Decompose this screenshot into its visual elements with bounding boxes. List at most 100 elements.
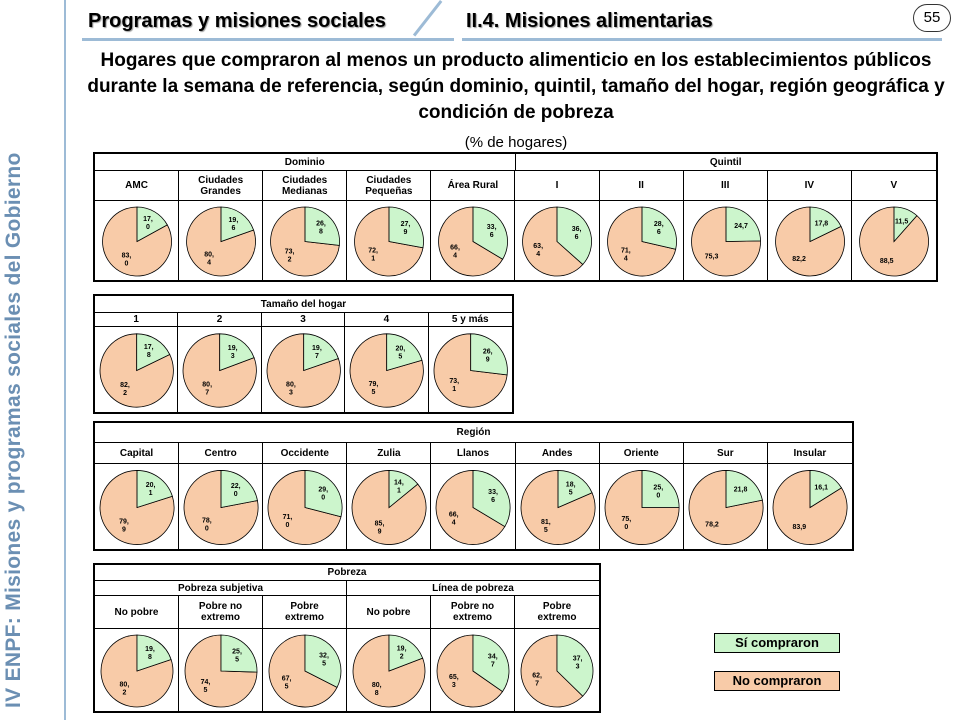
pie-slice-si-compraron — [220, 634, 258, 673]
data-label-no-compraron: 83, 0 — [122, 252, 132, 267]
data-label-si-compraron: 24,7 — [734, 223, 748, 230]
category-label: Centro — [179, 443, 264, 463]
data-label-no-compraron: 78, 0 — [202, 518, 212, 533]
group-header: Pobreza subjetiva — [95, 581, 347, 595]
pie-cell: 37, 3 62, 7 — [515, 629, 599, 711]
pie-cell: 29, 0 71, 0 — [263, 464, 348, 549]
pie-cell: 26, 9 73, 1 — [429, 327, 512, 412]
pie-chart: 32, 5 67, 5 — [268, 634, 342, 708]
pie-slice-no-compraron — [606, 206, 676, 277]
data-label-si-compraron: 17,8 — [814, 220, 828, 227]
pie-cell: 19, 8 80, 2 — [95, 629, 179, 711]
data-label-si-compraron: 37, 3 — [573, 655, 583, 670]
pie-chart: 36, 6 63, 4 — [522, 206, 593, 277]
header-underline-left — [82, 38, 454, 41]
pie-cell: 34, 7 65, 3 — [431, 629, 515, 711]
pie-chart: 33, 6 66, 4 — [436, 470, 511, 545]
pie-chart: 26, 8 73, 2 — [270, 206, 341, 277]
pie-slice-si-compraron — [304, 470, 343, 518]
data-label-si-compraron: 21,8 — [734, 487, 748, 494]
pie-cell: 27, 9 72, 1 — [347, 201, 432, 280]
chart-title: Hogares que compraron al menos un produc… — [87, 50, 945, 123]
data-label-si-compraron: 26, 9 — [482, 348, 492, 363]
data-label-si-compraron: 36, 6 — [572, 226, 582, 241]
group-header: Quintil — [709, 156, 742, 168]
category-label: 5 y más — [451, 314, 489, 325]
data-label-no-compraron: 66, 4 — [451, 245, 461, 260]
pie-chart: 16,1 83,9 — [772, 470, 848, 545]
pie-cell: 33, 6 66, 4 — [431, 464, 516, 549]
pie-slice-si-compraron — [136, 333, 171, 372]
data-label-no-compraron: 80, 7 — [203, 382, 213, 397]
pie-chart: 11,5 88,5 — [859, 206, 929, 277]
category-label: Zulia — [347, 443, 432, 463]
data-label-si-compraron: 19, 2 — [397, 646, 407, 661]
pie-slice-si-compraron — [809, 206, 842, 243]
data-label-si-compraron: 19, 3 — [228, 345, 238, 360]
pie-cell: 28, 6 71, 4 — [600, 201, 684, 280]
data-label-no-compraron: 71, 0 — [283, 514, 293, 529]
data-label-no-compraron: 88,5 — [880, 258, 894, 265]
pie-chart: 19, 3 80, 7 — [183, 333, 258, 408]
pie-slice-si-compraron — [809, 470, 842, 509]
pie-chart: 33, 6 66, 4 — [438, 206, 509, 277]
category-label: Área Rural — [431, 171, 516, 200]
pie-cell: 21,8 78,2 — [684, 464, 768, 549]
pie-chart: 34, 7 65, 3 — [436, 634, 510, 708]
legend-no-compraron: No compraron — [714, 671, 840, 691]
data-label-si-compraron: 28, 6 — [653, 221, 663, 236]
pie-cell: 17,8 82,2 — [95, 327, 179, 412]
category-label: 3 — [262, 313, 346, 326]
data-label-si-compraron: 14, 1 — [394, 480, 404, 495]
pie-slice-si-compraron — [304, 206, 341, 246]
pie-slice-si-compraron — [473, 470, 511, 528]
pie-chart: 19, 8 80, 2 — [100, 634, 174, 708]
pie-slice-no-compraron — [436, 634, 504, 708]
pie-cell: 25, 0 75, 0 — [600, 464, 684, 549]
category-label: Andes — [516, 443, 600, 463]
data-label-si-compraron: 19, 6 — [229, 217, 239, 232]
pie-slice-si-compraron — [557, 470, 593, 509]
pie-slice-no-compraron — [520, 470, 596, 545]
group-header: Región — [456, 427, 491, 438]
data-label-no-compraron: 71, 4 — [621, 247, 631, 262]
pie-slice-si-compraron — [219, 333, 255, 372]
pie-slice-si-compraron — [136, 470, 173, 509]
pie-chart: 25, 0 75, 0 — [604, 470, 680, 545]
pie-cell: 17, 0 83, 0 — [95, 201, 180, 280]
pie-slice-si-compraron — [136, 634, 172, 672]
pie-slice-si-compraron — [557, 206, 593, 266]
category-label: No pobre — [95, 596, 179, 628]
pie-slice-si-compraron — [893, 206, 918, 243]
pie-cell: 14, 1 85, 9 — [347, 464, 432, 549]
pie-chart: 17,8 82,2 — [99, 333, 174, 408]
data-label-si-compraron: 27, 9 — [401, 221, 411, 236]
category-label: Occidente — [263, 443, 348, 463]
pie-cell: 24,7 75,3 — [684, 201, 768, 280]
section-title: Programas y misiones sociales — [88, 10, 386, 32]
header-slash — [412, 0, 443, 37]
category-label: V — [890, 180, 898, 191]
pie-chart: 26, 9 73, 1 — [433, 333, 508, 408]
data-label-no-compraron: 66, 4 — [449, 511, 459, 526]
data-label-si-compraron: 26, 8 — [316, 220, 326, 235]
category-label: III — [684, 171, 768, 200]
data-label-no-compraron: 63, 4 — [534, 243, 544, 258]
pie-slice-si-compraron — [388, 470, 419, 509]
category-label: Pobre no extremo — [179, 596, 263, 628]
pie-slice-si-compraron — [472, 634, 510, 693]
header-underline-right — [462, 38, 942, 41]
category-label: Pobre extremo — [263, 596, 347, 628]
data-label-si-compraron: 20, 5 — [396, 345, 406, 360]
data-label-no-compraron: 75,3 — [704, 253, 718, 260]
category-label: Ciudades Pequeñas — [347, 171, 432, 200]
pie-cell: 19, 7 80, 3 — [262, 327, 346, 412]
pie-panel-1: Dominio Quintil AMC Ciudades Grandes Ciudade… — [93, 152, 938, 282]
data-label-si-compraron: 20, 1 — [146, 482, 156, 497]
pie-cell: 22, 0 78, 0 — [179, 464, 264, 549]
group-header: Línea de pobreza — [432, 582, 514, 594]
data-label-no-compraron: 72, 1 — [369, 248, 379, 263]
pie-slice-si-compraron — [641, 470, 680, 508]
pie-cell: 25, 5 74, 5 — [179, 629, 263, 711]
pie-cell: 11,5 88,5 — [852, 201, 936, 280]
